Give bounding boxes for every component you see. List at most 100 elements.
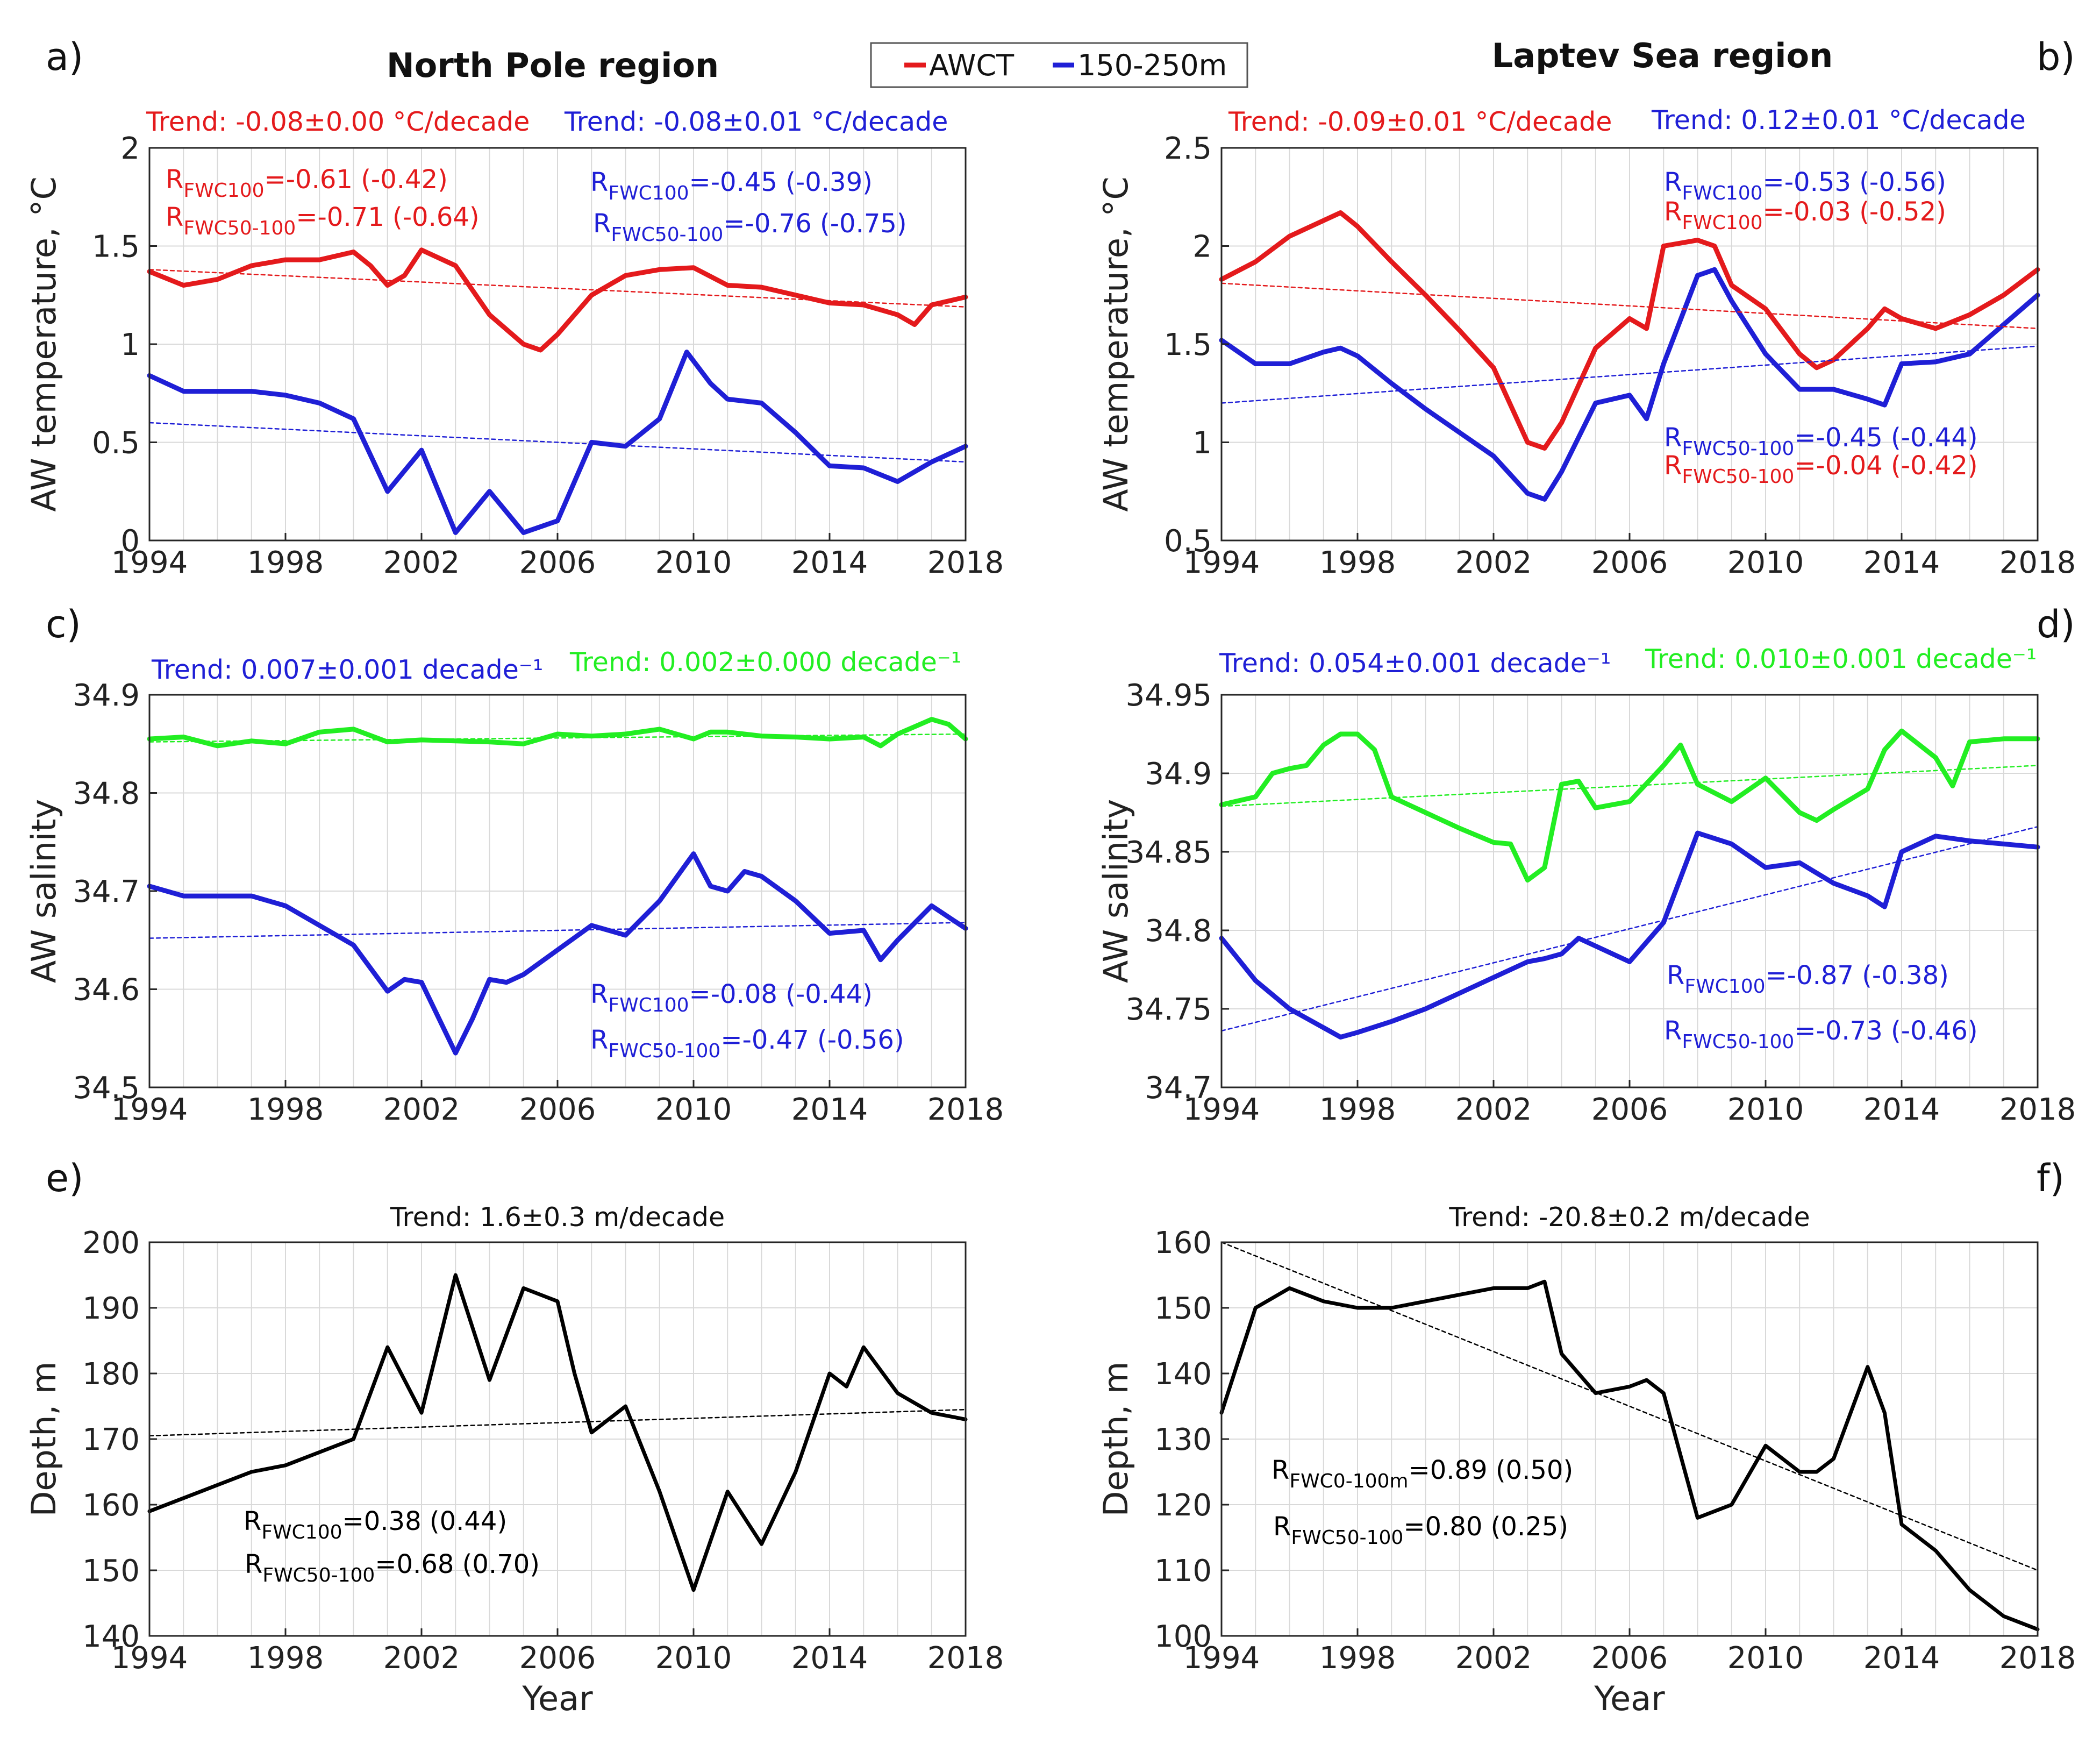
x-tick-label: 2014	[791, 1092, 868, 1127]
y-axis-label: AW temperature, °C	[24, 176, 63, 511]
y-tick-label: 130	[1154, 1422, 1212, 1457]
x-tick-label: 1994	[1183, 1092, 1260, 1127]
x-tick-label: 1994	[111, 1092, 188, 1127]
trend-label: Trend: 0.054±0.001 decade⁻¹	[1219, 648, 1611, 679]
x-tick-label: 1998	[247, 545, 324, 580]
x-tick-label: 2010	[1727, 1092, 1804, 1127]
panel-letter: f)	[2037, 1156, 2065, 1200]
x-tick-label: 1998	[1319, 1092, 1396, 1127]
correlation-annotation: RFWC100=-0.45 (-0.39)	[590, 167, 873, 204]
x-tick-label: 1994	[111, 545, 188, 580]
x-tick-label: 1994	[1183, 545, 1260, 580]
correlation-annotation: RFWC50-100=-0.04 (-0.42)	[1664, 451, 1978, 488]
x-tick-label: 1994	[111, 1641, 188, 1676]
correlation-annotation: RFWC100=0.38 (0.44)	[244, 1506, 507, 1543]
y-tick-label: 2.5	[1164, 131, 1212, 166]
x-tick-label: 2002	[383, 1641, 460, 1676]
correlation-annotation: RFWC100=-0.53 (-0.56)	[1664, 167, 1946, 204]
y-tick-label: 34.95	[1126, 678, 1212, 713]
y-tick-label: 34.8	[1145, 914, 1212, 949]
panel-letter: c)	[46, 602, 81, 646]
y-tick-label: 140	[1154, 1357, 1212, 1392]
trend-line	[1220, 1241, 2039, 1571]
panel-trend-title: Trend: -20.8±0.2 m/decade	[1448, 1202, 1810, 1233]
x-tick-label: 2010	[655, 1641, 732, 1676]
x-tick-label: 2010	[1727, 1641, 1804, 1676]
panel-c: 1994 1998 2002 2006 2010 2014 2018 34.5 34.6 34.7…	[24, 602, 1004, 1127]
y-tick-label: 170	[82, 1422, 140, 1457]
trend-line	[148, 269, 967, 308]
y-tick-label: 150	[1154, 1291, 1212, 1326]
panel-e: 1994 1998 2002 2006 2010 2014 2018 140 150 160 170…	[24, 1156, 1004, 1718]
x-tick-label: 2014	[1863, 1092, 1940, 1127]
series-line	[147, 851, 968, 1056]
series-line	[1219, 830, 2040, 1040]
x-tick-label: 2006	[1591, 1641, 1668, 1676]
trend-label: Trend: -0.09±0.01 °C/decade	[1228, 106, 1612, 137]
panel-b: 1994 1998 2002 2006 2010 2014 2018 0.5 1 1.5 2 2.5 A…	[1096, 35, 2076, 580]
y-tick-label: 100	[1154, 1619, 1212, 1654]
y-tick-label: 200	[82, 1226, 140, 1261]
x-tick-label: 2002	[1455, 1092, 1532, 1127]
region-title-laptev-sea: Laptev Sea region	[1492, 36, 1833, 75]
x-tick-label: 2010	[1727, 545, 1804, 580]
x-tick-label: 2006	[519, 545, 596, 580]
x-tick-label: 2018	[927, 545, 1004, 580]
trend-line	[148, 422, 967, 463]
trend-label: Trend: -0.08±0.01 °C/decade	[564, 106, 948, 137]
correlation-annotation: RFWC100=-0.08 (-0.44)	[590, 979, 873, 1016]
panel-letter: b)	[2037, 35, 2075, 79]
x-tick-label: 2014	[1863, 545, 1940, 580]
trend-label: Trend: 0.007±0.001 decade⁻¹	[151, 654, 543, 685]
panel-f: 1994 1998 2002 2006 2010 2014 2018 100 110 120 130…	[1096, 1156, 2076, 1718]
y-tick-label: 0	[120, 524, 140, 559]
trend-line	[148, 733, 967, 743]
x-tick-label: 2014	[791, 1641, 868, 1676]
y-tick-label: 34.9	[1145, 757, 1212, 792]
x-tick-label: 2018	[1999, 545, 2076, 580]
trend-label: Trend: 0.002±0.000 decade⁻¹	[569, 647, 961, 678]
legend-label-awct: AWCT	[929, 48, 1015, 82]
y-tick-label: 34.7	[1145, 1071, 1212, 1106]
trend-line	[1220, 826, 2039, 1032]
x-tick-label: 1998	[1319, 1641, 1396, 1676]
x-tick-label: 2018	[927, 1092, 1004, 1127]
y-tick-label: 110	[1154, 1554, 1212, 1589]
series-line	[1219, 210, 2040, 451]
trend-line	[1220, 345, 2039, 404]
y-tick-label: 160	[82, 1488, 140, 1523]
x-tick-label: 2002	[1455, 545, 1532, 580]
y-tick-label: 2	[1192, 230, 1212, 265]
x-tick-label: 2010	[655, 545, 732, 580]
correlation-annotation: RFWC50-100=0.68 (0.70)	[245, 1549, 540, 1586]
series-line	[1219, 267, 2040, 502]
y-tick-label: 160	[1154, 1226, 1212, 1261]
y-tick-label: 34.9	[73, 678, 140, 713]
panel-d: 1994 1998 2002 2006 2010 2014 2018 34.7 34.75 34.…	[1096, 602, 2076, 1127]
correlation-annotation: RFWC0-100m=0.89 (0.50)	[1272, 1455, 1573, 1492]
panel-letter: a)	[46, 35, 83, 79]
y-tick-label: 1.5	[92, 230, 140, 265]
trend-line	[148, 922, 967, 939]
y-tick-label: 34.75	[1126, 992, 1212, 1027]
y-tick-label: 0.5	[92, 426, 140, 461]
y-tick-label: 34.5	[73, 1071, 140, 1106]
legend-label-150-250m: 150-250m	[1077, 48, 1227, 82]
correlation-annotation: RFWC50-100=0.80 (0.25)	[1273, 1512, 1568, 1549]
panel-letter: d)	[2037, 602, 2075, 646]
correlation-annotation: RFWC50-100=-0.73 (-0.46)	[1664, 1016, 1978, 1053]
x-tick-label: 1998	[1319, 545, 1396, 580]
correlation-annotation: RFWC50-100=-0.45 (-0.44)	[1664, 423, 1978, 460]
series-line	[147, 1273, 968, 1592]
x-tick-label: 2002	[1455, 1641, 1532, 1676]
y-tick-label: 34.85	[1126, 835, 1212, 870]
y-axis-label: Depth, m	[1096, 1362, 1135, 1517]
x-tick-label: 1998	[247, 1092, 324, 1127]
trend-line	[148, 1408, 967, 1437]
trend-label: Trend: 0.010±0.001 decade⁻¹	[1645, 644, 2037, 674]
trend-line	[1220, 765, 2039, 807]
x-tick-label: 2018	[1999, 1641, 2076, 1676]
y-tick-label: 0.5	[1164, 524, 1212, 559]
series-line	[1219, 728, 2040, 883]
y-tick-label: 34.8	[73, 777, 140, 811]
